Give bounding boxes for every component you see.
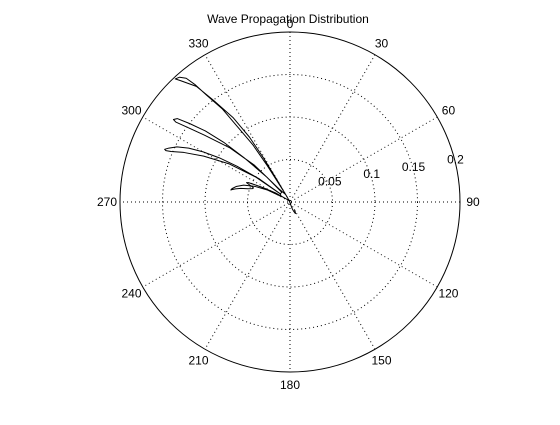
series-line-0 — [164, 76, 296, 215]
spoke-60 — [142, 116, 438, 288]
radial-grid-rings — [162, 74, 418, 330]
angle-label-210: 210 — [188, 353, 208, 367]
angle-label-180: 180 — [280, 378, 300, 392]
outer-circle — [119, 31, 461, 373]
spoke-30 — [204, 54, 376, 350]
radial-label-0.05: 0.05 — [318, 175, 342, 189]
angle-label-0: 0 — [287, 17, 294, 31]
angle-tick-labels: 0 30 60 90 120 150 180 210 240 270 300 330 — [97, 17, 480, 392]
angle-label-270: 270 — [97, 195, 117, 209]
radial-label-0.1: 0.1 — [363, 167, 380, 181]
angle-grid-lines — [120, 32, 460, 372]
angle-label-300: 300 — [122, 104, 142, 118]
radial-label-0.15: 0.15 — [402, 160, 426, 174]
ring-0.15 — [162, 74, 418, 330]
angle-label-90: 90 — [466, 195, 480, 209]
chart-title: Wave Propagation Distribution — [207, 12, 369, 26]
angle-label-150: 150 — [371, 353, 391, 367]
radial-label-0.2: 0.2 — [447, 152, 464, 166]
angle-label-30: 30 — [375, 37, 389, 51]
angle-label-240: 240 — [122, 287, 142, 301]
spoke-150 — [204, 54, 376, 350]
spoke-120 — [142, 116, 438, 288]
angle-label-120: 120 — [438, 287, 458, 301]
angle-label-60: 60 — [442, 104, 456, 118]
outer-ring — [119, 31, 461, 373]
series-layer — [164, 76, 296, 215]
angle-label-330: 330 — [188, 37, 208, 51]
ring-0.1 — [204, 116, 376, 288]
ring-0.05 — [247, 159, 333, 245]
radial-tick-labels: 0.05 0.1 0.15 0.2 — [318, 152, 464, 188]
